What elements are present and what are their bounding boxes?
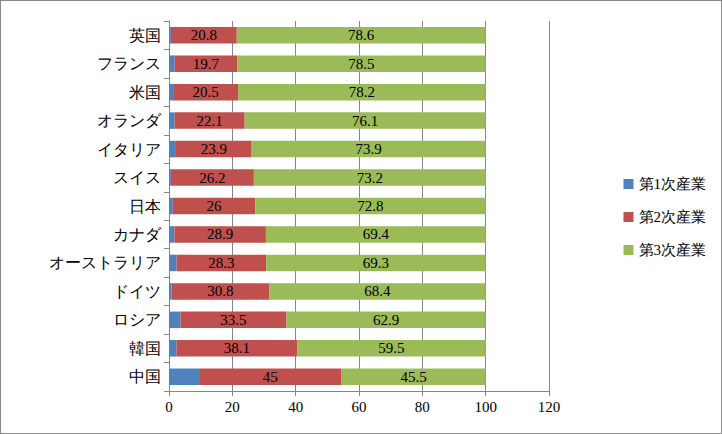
svg-text:第2次産業: 第2次産業	[639, 209, 707, 225]
svg-text:23.9: 23.9	[201, 141, 227, 157]
svg-text:26: 26	[206, 198, 222, 214]
svg-text:62.9: 62.9	[373, 312, 399, 328]
svg-text:オランダ: オランダ	[97, 112, 162, 129]
svg-text:スイス: スイス	[113, 169, 161, 186]
svg-text:第1次産業: 第1次産業	[639, 176, 707, 192]
svg-text:78.6: 78.6	[348, 27, 375, 43]
svg-text:78.5: 78.5	[348, 56, 374, 72]
svg-text:59.5: 59.5	[378, 340, 404, 356]
svg-text:26.2: 26.2	[199, 170, 225, 186]
svg-text:45.5: 45.5	[401, 369, 427, 385]
svg-text:78.2: 78.2	[349, 84, 375, 100]
svg-text:中国: 中国	[129, 368, 161, 385]
svg-text:100: 100	[474, 399, 497, 415]
svg-text:フランス: フランス	[97, 55, 161, 72]
svg-text:19.7: 19.7	[193, 56, 220, 72]
svg-text:73.9: 73.9	[356, 141, 382, 157]
svg-text:72.8: 72.8	[357, 198, 383, 214]
svg-text:69.3: 69.3	[363, 255, 389, 271]
svg-text:28.3: 28.3	[208, 255, 234, 271]
svg-text:カナダ: カナダ	[113, 226, 162, 243]
svg-text:米国: 米国	[129, 84, 161, 101]
svg-text:68.4: 68.4	[364, 283, 391, 299]
svg-text:20: 20	[225, 399, 240, 415]
svg-text:33.5: 33.5	[220, 312, 246, 328]
svg-text:30.8: 30.8	[207, 283, 233, 299]
svg-text:38.1: 38.1	[224, 340, 250, 356]
svg-text:日本: 日本	[129, 198, 161, 215]
svg-text:76.1: 76.1	[352, 113, 378, 129]
svg-text:第3次産業: 第3次産業	[639, 242, 707, 258]
svg-text:ロシア: ロシア	[113, 311, 161, 328]
svg-text:0: 0	[165, 399, 173, 415]
svg-text:120: 120	[538, 399, 561, 415]
svg-text:73.2: 73.2	[357, 170, 383, 186]
svg-text:20.5: 20.5	[192, 84, 218, 100]
svg-text:韓国: 韓国	[129, 340, 161, 357]
svg-text:28.9: 28.9	[207, 226, 233, 242]
svg-text:イタリア: イタリア	[97, 141, 161, 158]
svg-text:69.4: 69.4	[363, 226, 390, 242]
svg-text:45: 45	[263, 369, 278, 385]
svg-text:40: 40	[288, 399, 303, 415]
svg-text:ドイツ: ドイツ	[113, 283, 161, 300]
svg-text:22.1: 22.1	[197, 113, 223, 129]
svg-text:オーストラリア: オーストラリア	[49, 254, 161, 271]
svg-text:80: 80	[415, 399, 430, 415]
svg-text:英国: 英国	[129, 27, 161, 44]
svg-text:20.8: 20.8	[191, 27, 217, 43]
svg-text:60: 60	[352, 399, 367, 415]
